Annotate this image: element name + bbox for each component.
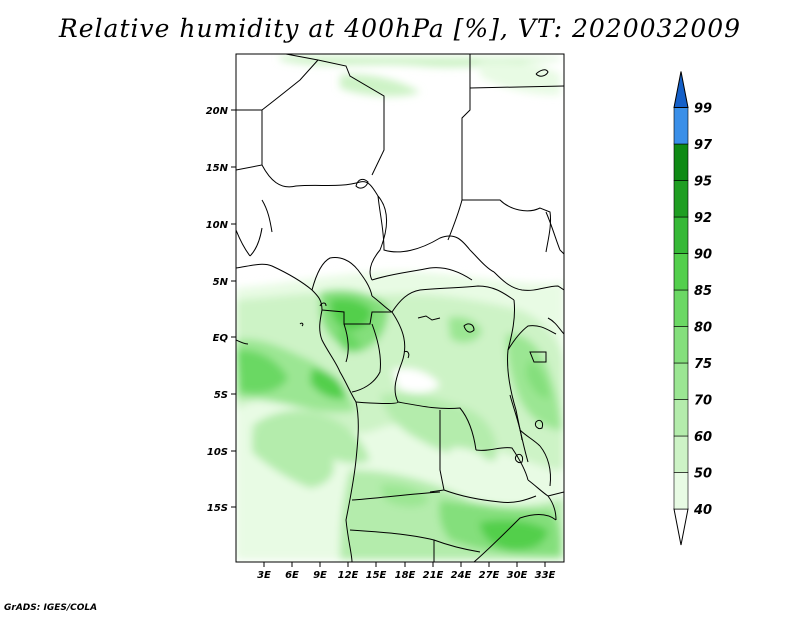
humidity-field xyxy=(236,56,564,560)
colorbar-band xyxy=(673,362,689,400)
colorbar-band xyxy=(673,143,689,181)
credit-label: GrADS: IGES/COLA xyxy=(4,603,98,613)
longitude-axis: 3E 6E 9E 12E 15E 18E 21E 24E 27E 30E 33E xyxy=(257,562,556,581)
colorbar-band xyxy=(673,472,689,510)
colorbar-label: 95 xyxy=(694,175,712,190)
lon-label: 3E xyxy=(257,570,271,581)
colorbar-label: 85 xyxy=(694,284,712,299)
lat-label: EQ xyxy=(213,333,229,344)
lat-label: 20N xyxy=(206,106,229,117)
colorbar-lower-extension xyxy=(673,508,689,546)
lon-label: 33E xyxy=(535,570,556,581)
colorbar-label: 97 xyxy=(694,138,713,153)
colorbar: 40 50 60 70 75 80 85 90 92 95 97 99 xyxy=(673,71,713,546)
lat-label: 5N xyxy=(213,277,229,288)
colorbar-band xyxy=(673,180,689,218)
colorbar-label: 99 xyxy=(694,102,712,117)
lon-label: 21E xyxy=(423,570,444,581)
colorbar-upper-extension xyxy=(673,71,689,108)
lon-label: 15E xyxy=(366,570,387,581)
lon-label: 12E xyxy=(338,570,359,581)
lat-label: 15N xyxy=(206,163,229,174)
colorbar-band xyxy=(673,435,689,473)
colorbar-label: 40 xyxy=(693,503,712,518)
lon-label: 24E xyxy=(451,570,472,581)
latitude-axis: 20N 15N 10N 5N EQ 5S 10S 15S xyxy=(206,106,236,514)
map-title: Relative humidity at 400hPa [%], VT: 202… xyxy=(58,14,742,43)
colorbar-label: 50 xyxy=(694,467,712,482)
map-frame xyxy=(235,53,565,563)
country-borders xyxy=(236,54,564,562)
lat-label: 10N xyxy=(206,220,229,231)
colorbar-label: 90 xyxy=(694,248,712,263)
colorbar-label: 60 xyxy=(694,430,712,445)
lat-label: 5S xyxy=(214,390,228,401)
colorbar-label: 92 xyxy=(694,211,712,226)
colorbar-band xyxy=(673,107,689,145)
colorbar-band xyxy=(673,326,689,364)
lon-label: 18E xyxy=(395,570,416,581)
colorbar-label: 80 xyxy=(694,321,712,336)
lon-label: 9E xyxy=(313,570,327,581)
colorbar-band xyxy=(673,399,689,437)
lon-label: 6E xyxy=(285,570,299,581)
colorbar-band xyxy=(673,289,689,327)
colorbar-band xyxy=(673,253,689,291)
colorbar-label: 70 xyxy=(694,394,712,409)
colorbar-label: 75 xyxy=(694,357,712,372)
lat-label: 15S xyxy=(207,503,228,514)
colorbar-band xyxy=(673,216,689,254)
lon-label: 30E xyxy=(507,570,528,581)
lon-label: 27E xyxy=(479,570,500,581)
lat-label: 10S xyxy=(207,447,228,458)
